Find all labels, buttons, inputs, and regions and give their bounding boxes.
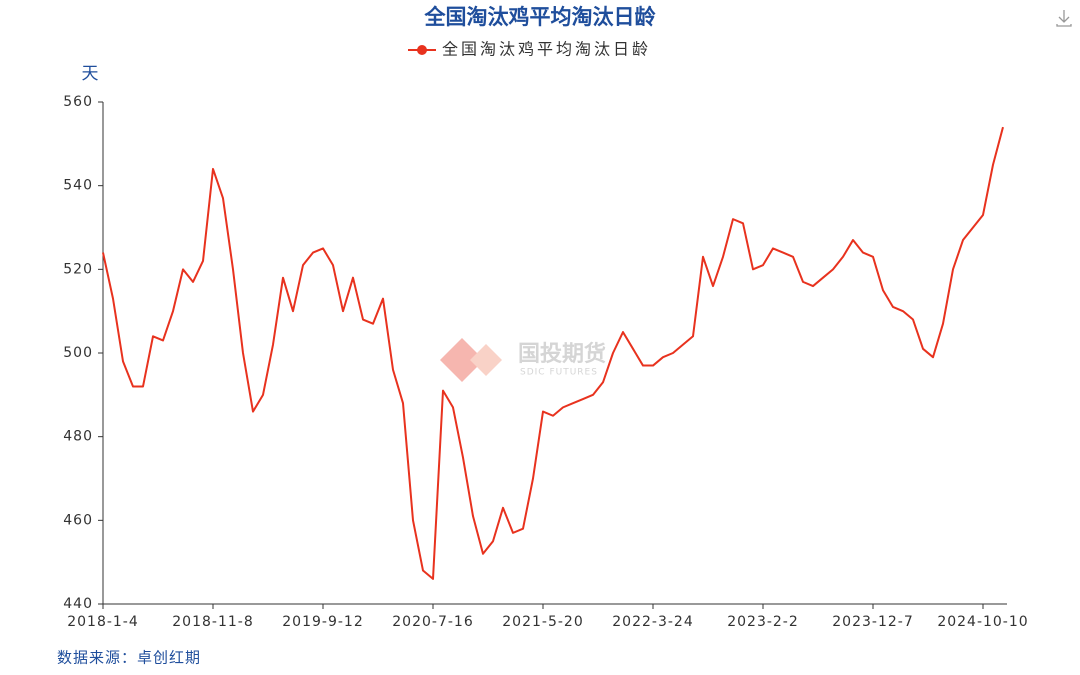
watermark-subtitle: SDIC FUTURES — [520, 368, 598, 378]
x-tick-label: 2022-3-24 — [612, 614, 693, 630]
line — [102, 126, 1004, 580]
y-tick-label: 520 — [63, 261, 93, 277]
download-icon[interactable] — [1056, 10, 1072, 27]
x-tick-label: 2020-7-16 — [392, 614, 473, 630]
y-tick-label: 440 — [63, 596, 93, 612]
x-tick-label: 2018-11-8 — [172, 614, 253, 630]
y-tick-label: 540 — [63, 178, 93, 194]
source: 数据来源：卓创红期 — [57, 649, 201, 667]
y-tick-label: 500 — [63, 345, 93, 361]
chart-title: 全国淘汰鸡平均淘汰日龄 — [424, 5, 657, 29]
y-tick-label: 480 — [63, 429, 93, 445]
watermark-logo — [440, 338, 484, 382]
x-tick-label: 2018-1-4 — [67, 614, 139, 630]
x-tick-label: 2023-12-7 — [832, 614, 913, 630]
y-tick-label: 560 — [63, 94, 93, 110]
y-tick-label: 460 — [63, 512, 93, 528]
watermark: 国投期货 SDIC FUTURES — [440, 338, 606, 382]
x-tick-label: 2023-2-2 — [727, 614, 799, 630]
x-tick-label: 2019-9-12 — [282, 614, 363, 630]
legend-label: 全国淘汰鸡平均淘汰日龄 — [442, 40, 651, 59]
legend-marker — [417, 45, 427, 55]
watermark-name: 国投期货 — [518, 341, 606, 367]
x-tick-label: 2024-10-10 — [937, 614, 1028, 630]
y-axis-label: 天 — [82, 64, 99, 84]
x-tick-label: 2021-5-20 — [502, 614, 583, 630]
watermark-logo — [470, 344, 502, 376]
